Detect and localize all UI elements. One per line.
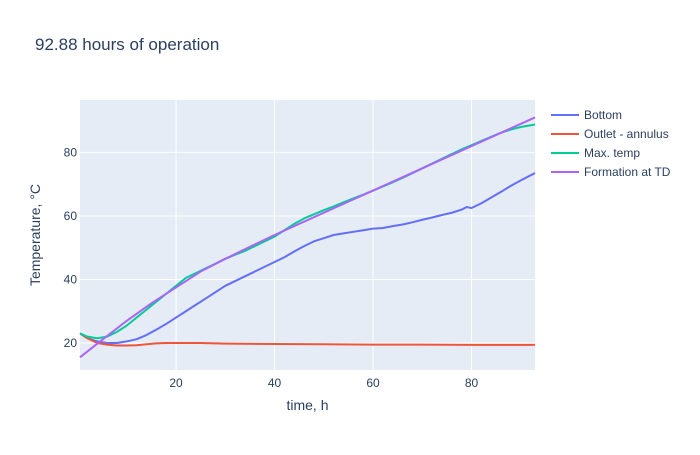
y-tick-label: 60 <box>64 209 78 223</box>
legend-item-outlet-annulus[interactable]: Outlet - annulus <box>551 127 669 141</box>
series-lines <box>79 116 536 359</box>
x-tick-label: 20 <box>169 376 183 390</box>
series-line-outlet-annulus <box>79 332 535 347</box>
legend-item-bottom[interactable]: Bottom <box>551 108 622 122</box>
legend-item-formation-at-td[interactable]: Formation at TD <box>551 165 671 179</box>
legend-label: Outlet - annulus <box>584 127 669 141</box>
series-line-bottom <box>79 172 536 344</box>
legend-label: Max. temp <box>584 146 640 160</box>
x-tick-label: 60 <box>366 376 380 390</box>
y-axis-label: Temperature, °C <box>27 184 43 286</box>
legend[interactable]: Bottom Outlet - annulus Max. temp Formation… <box>551 108 671 179</box>
plot-area <box>80 100 535 370</box>
y-tick-label: 20 <box>64 336 78 350</box>
chart-title: 92.88 hours of operation <box>35 35 219 54</box>
x-tick-label: 80 <box>465 376 479 390</box>
legend-item-max-temp[interactable]: Max. temp <box>551 146 640 160</box>
legend-label: Formation at TD <box>584 165 671 179</box>
y-tick-label: 40 <box>64 272 78 286</box>
y-axis-ticks: 20 40 60 80 <box>64 145 78 350</box>
legend-label: Bottom <box>584 108 622 122</box>
x-tick-label: 40 <box>268 376 282 390</box>
x-axis-ticks: 20 40 60 80 <box>169 376 478 390</box>
x-axis-label: time, h <box>286 397 328 413</box>
y-tick-label: 80 <box>64 145 78 159</box>
series-line-formation-at-td <box>79 116 536 359</box>
